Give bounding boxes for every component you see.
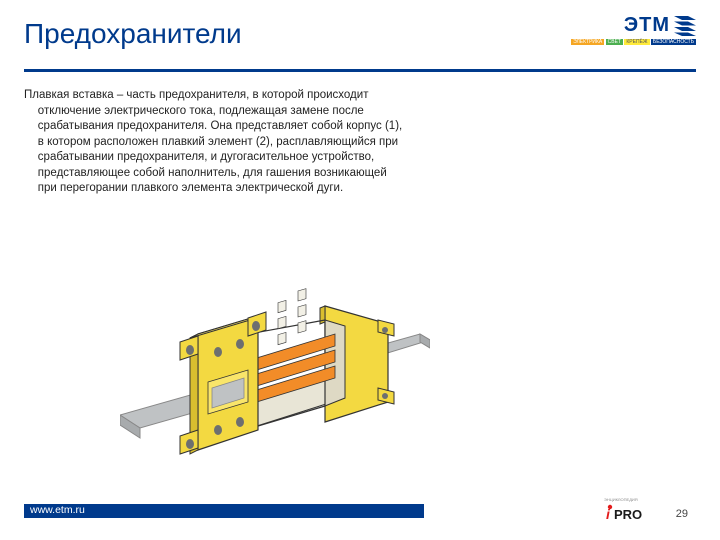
body-paragraph: Плавкая вставка – часть предохранителя, … (24, 88, 404, 197)
tagline-seg-2: КРЕПЁЖ (624, 39, 649, 45)
slide-header: Предохранители ЭТМ ЭЛЕКТРИКА СВЕТ КРЕПЁЖ… (0, 0, 720, 72)
front-plate-icon (180, 312, 266, 454)
svg-text:PRO: PRO (614, 507, 642, 521)
tagline-seg-1: СВЕТ (606, 39, 623, 45)
logo-etm-stripes-icon (674, 16, 696, 36)
page-number: 29 (676, 508, 688, 520)
logo-ipro: ЭНЦИКЛОПЕДИЯ i PRO (604, 493, 648, 526)
logo-etm-brand: ЭТМ (571, 14, 696, 37)
logo-etm-tagline: ЭЛЕКТРИКА СВЕТ КРЕПЁЖ БЕЗОПАСНОСТЬ (571, 39, 696, 45)
logo-etm: ЭТМ ЭЛЕКТРИКА СВЕТ КРЕПЁЖ БЕЗОПАСНОСТЬ (571, 14, 696, 45)
slide-footer: www.etm.ru ЭНЦИКЛОПЕДИЯ i PRO 29 (0, 496, 720, 540)
footer-url: www.etm.ru (30, 504, 85, 516)
fuse-illustration (120, 280, 430, 460)
ipro-caption: ЭНЦИКЛОПЕДИЯ (604, 497, 638, 502)
tagline-seg-3: БЕЗОПАСНОСТЬ (651, 39, 696, 45)
logo-etm-text: ЭТМ (624, 14, 670, 37)
slide-body: Плавкая вставка – часть предохранителя, … (0, 72, 720, 197)
tagline-seg-0: ЭЛЕКТРИКА (571, 39, 604, 45)
title-underline (24, 69, 696, 72)
